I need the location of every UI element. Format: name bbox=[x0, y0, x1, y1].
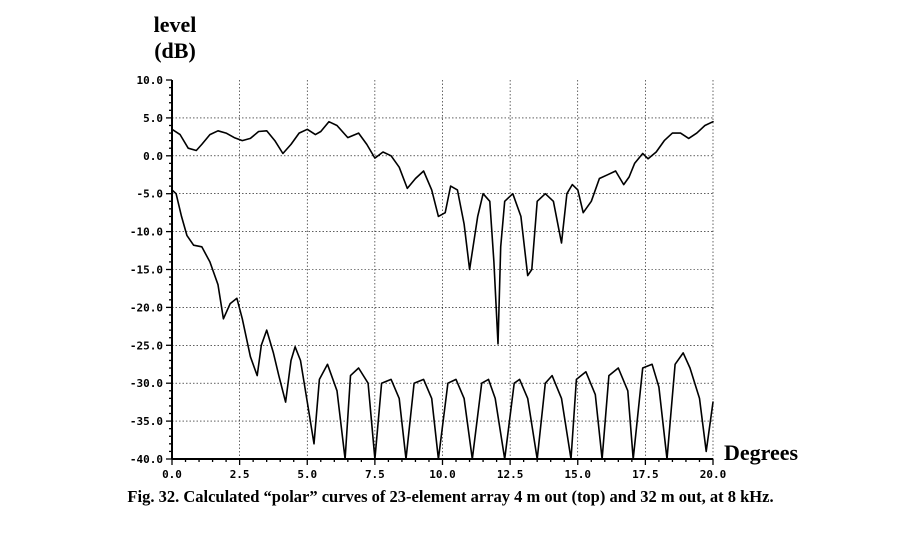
axes bbox=[166, 79, 714, 465]
x-tick-label: 10.0 bbox=[429, 468, 456, 481]
x-tick-label: 7.5 bbox=[365, 468, 385, 481]
y-tick-label: 0.0 bbox=[143, 150, 163, 163]
y-tick-label: -25.0 bbox=[130, 339, 163, 352]
y-tick-label: -40.0 bbox=[130, 453, 163, 466]
curve-4m-out bbox=[171, 120, 714, 345]
x-tick-label: 5.0 bbox=[297, 468, 317, 481]
x-axis-label: Degrees bbox=[724, 440, 799, 465]
y-tick-label: -20.0 bbox=[130, 301, 163, 314]
data-series bbox=[171, 120, 714, 460]
y-tick-label: 5.0 bbox=[143, 112, 163, 125]
x-tick-label: 12.5 bbox=[497, 468, 524, 481]
curve-32m-out bbox=[171, 189, 714, 460]
grid-lines bbox=[172, 80, 714, 459]
x-tick-label: 0.0 bbox=[162, 468, 182, 481]
y-tick-label: -30.0 bbox=[130, 377, 163, 390]
y-axis-label-line1: level bbox=[153, 12, 197, 37]
y-axis-label-line2: (dB) bbox=[154, 38, 196, 63]
y-axis-label: level (dB) bbox=[140, 12, 210, 64]
y-tick-label: -15.0 bbox=[130, 264, 163, 277]
tick-labels: 10.0 5.0 0.0 -5.0 -10.0 -15.0 -20.0 -25.0 -30.0 -… bbox=[130, 74, 726, 481]
y-tick-label: -35.0 bbox=[130, 415, 163, 428]
figure-caption: Fig. 32. Calculated “polar” curves of 23… bbox=[127, 487, 774, 506]
y-tick-label: -5.0 bbox=[137, 188, 164, 201]
y-tick-label: -10.0 bbox=[130, 226, 163, 239]
x-tick-label: 2.5 bbox=[230, 468, 250, 481]
x-tick-label: 15.0 bbox=[565, 468, 592, 481]
y-tick-label: 10.0 bbox=[137, 74, 164, 87]
x-tick-label: 17.5 bbox=[632, 468, 659, 481]
x-tick-label: 20.0 bbox=[700, 468, 727, 481]
